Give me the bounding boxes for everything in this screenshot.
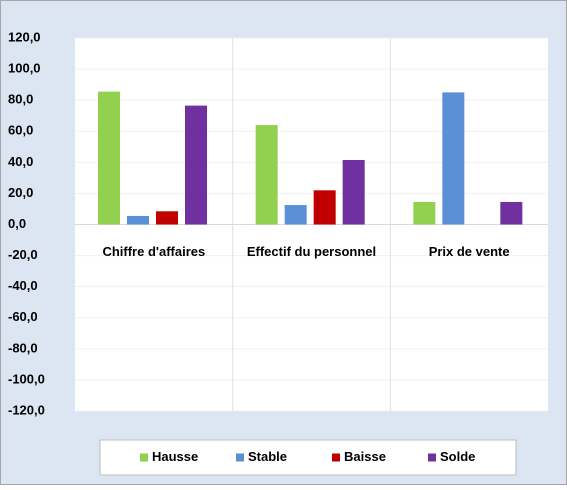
bar xyxy=(127,215,149,225)
legend-swatch xyxy=(332,453,340,462)
y-tick-label: 40,0 xyxy=(8,154,33,169)
legend-swatch xyxy=(140,453,148,462)
x-tick-label: Effectif du personnel xyxy=(247,244,376,259)
bar xyxy=(98,91,120,225)
bar xyxy=(185,105,207,225)
y-tick-label: 20,0 xyxy=(8,185,33,200)
bar xyxy=(284,205,307,225)
bar xyxy=(342,160,365,225)
legend-label: Hausse xyxy=(152,449,198,464)
legend-label: Solde xyxy=(440,449,475,464)
y-tick-label: 80,0 xyxy=(8,92,33,107)
legend-swatch xyxy=(428,453,436,462)
y-tick-label: -100,0 xyxy=(8,371,45,386)
bar xyxy=(442,92,465,225)
y-tick-label: -20,0 xyxy=(8,247,38,262)
x-tick-label: Prix de vente xyxy=(429,244,510,259)
bar xyxy=(500,201,523,225)
legend-label: Stable xyxy=(248,449,287,464)
y-tick-label: 60,0 xyxy=(8,123,33,138)
bar xyxy=(313,190,336,225)
legend-label: Baisse xyxy=(344,449,386,464)
bar xyxy=(413,201,436,225)
y-tick-label: -80,0 xyxy=(8,340,38,355)
x-tick-label: Chiffre d'affaires xyxy=(102,244,205,259)
legend-swatch xyxy=(236,453,244,462)
y-tick-label: 100,0 xyxy=(8,61,41,76)
bar xyxy=(255,125,278,225)
legend-box xyxy=(99,439,517,476)
y-tick-label: -60,0 xyxy=(8,309,38,324)
y-tick-label: -120,0 xyxy=(8,402,45,417)
y-tick-label: 0,0 xyxy=(8,216,26,231)
bar xyxy=(156,211,178,225)
y-tick-label: 120,0 xyxy=(8,29,41,44)
y-tick-label: -40,0 xyxy=(8,278,38,293)
